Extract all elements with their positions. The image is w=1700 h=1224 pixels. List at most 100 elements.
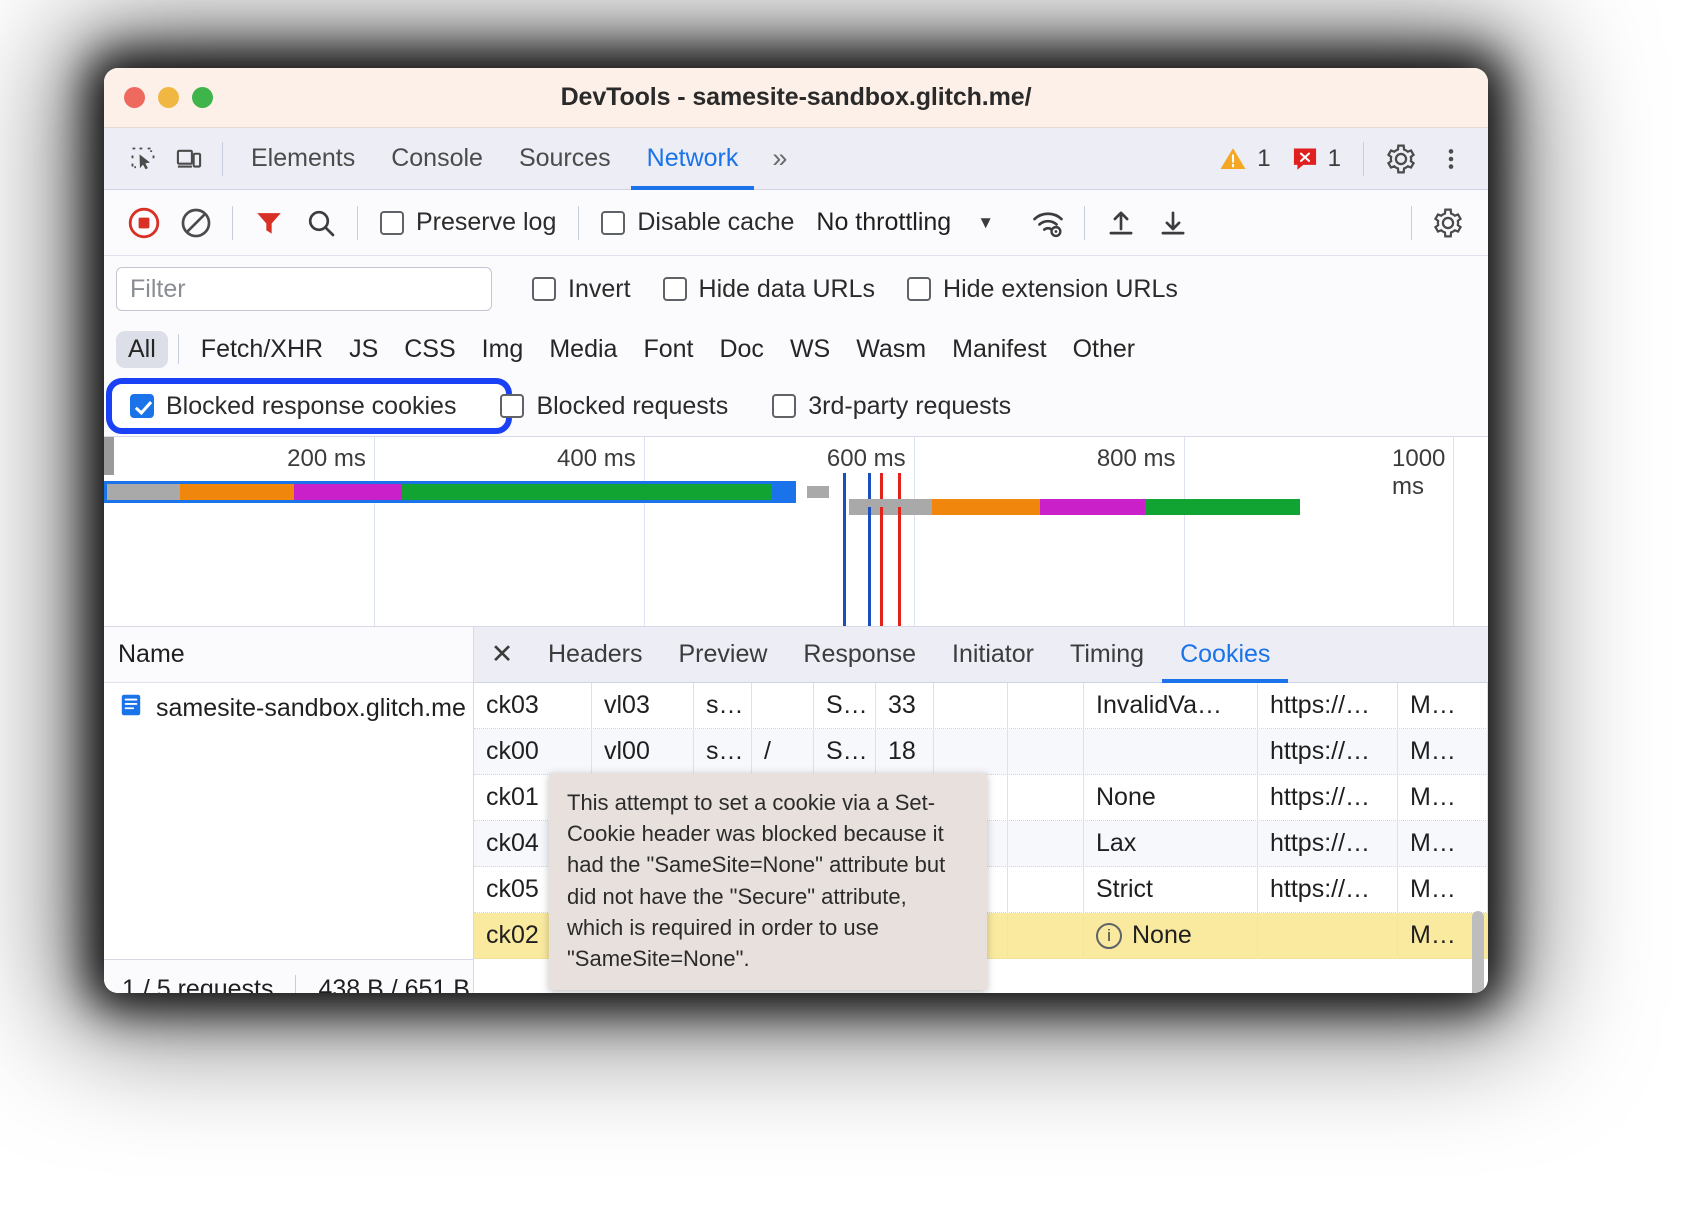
timeline-overview[interactable]: 200 ms 400 ms 600 ms 800 ms 1000 ms bbox=[104, 436, 1488, 626]
network-conditions-icon[interactable] bbox=[1022, 197, 1074, 249]
cell-name: ck04 bbox=[474, 820, 592, 867]
cell-priority: M… bbox=[1398, 820, 1488, 867]
hide-data-urls-box[interactable] bbox=[662, 277, 687, 301]
zoom-window-button[interactable] bbox=[192, 87, 213, 108]
third-party-requests-checkbox[interactable]: 3rd-party requests bbox=[760, 392, 1023, 421]
cell-priority: M… bbox=[1398, 774, 1488, 821]
overview-scrollbar[interactable] bbox=[104, 437, 114, 475]
close-window-button[interactable] bbox=[124, 87, 145, 108]
cell-samesite-value: None bbox=[1132, 921, 1192, 949]
cell-domain: s… bbox=[694, 728, 752, 775]
blocked-cookie-info-icon[interactable]: i bbox=[1096, 922, 1122, 949]
blocked-response-cookies-box[interactable] bbox=[130, 394, 154, 418]
inspect-element-icon[interactable] bbox=[120, 136, 166, 182]
type-filter-font[interactable]: Font bbox=[643, 334, 694, 363]
tab-sources[interactable]: Sources bbox=[501, 128, 629, 190]
hide-extension-urls-label: Hide extension URLs bbox=[943, 274, 1178, 303]
devtools-tab-bar: Elements Console Sources Network » 1 bbox=[104, 128, 1488, 190]
cell-httponly bbox=[934, 912, 1008, 959]
type-filter-media[interactable]: Media bbox=[549, 334, 618, 363]
type-filter-js[interactable]: JS bbox=[349, 334, 379, 363]
overview-gridlines bbox=[104, 437, 1488, 626]
more-tabs-icon[interactable]: » bbox=[772, 143, 787, 173]
cell-name: ck00 bbox=[474, 728, 592, 775]
tab-network[interactable]: Network bbox=[629, 128, 757, 190]
request-list-header[interactable]: Name bbox=[104, 627, 473, 683]
blocked-requests-label: Blocked requests bbox=[536, 391, 729, 420]
preserve-log-box[interactable] bbox=[380, 210, 404, 235]
tab-initiator[interactable]: Initiator bbox=[934, 627, 1052, 683]
tab-elements[interactable]: Elements bbox=[233, 128, 373, 190]
cookie-filter-row: Blocked response cookies Blocked request… bbox=[104, 376, 1488, 436]
preserve-log-checkbox[interactable]: Preserve log bbox=[368, 208, 568, 237]
hide-data-urls-label: Hide data URLs bbox=[698, 274, 876, 303]
tab-headers[interactable]: Headers bbox=[530, 627, 661, 683]
table-row[interactable]: ck00 vl00 s… / S… 18 https://… M… bbox=[474, 728, 1488, 775]
tab-cookies[interactable]: Cookies bbox=[1162, 627, 1289, 683]
type-filter-all[interactable]: All bbox=[116, 330, 168, 368]
hide-data-urls-checkbox[interactable]: Hide data URLs bbox=[651, 275, 887, 304]
toolbar-divider-7 bbox=[1411, 205, 1412, 240]
export-har-icon[interactable] bbox=[1147, 197, 1199, 249]
type-filter-ws[interactable]: WS bbox=[789, 334, 831, 363]
list-item[interactable]: samesite-sandbox.glitch.me bbox=[104, 683, 473, 733]
status-divider bbox=[295, 974, 297, 993]
cell-name: ck02 bbox=[474, 912, 592, 959]
overview-marker-line-2 bbox=[867, 507, 871, 626]
type-filter-other[interactable]: Other bbox=[1072, 334, 1136, 363]
blocked-response-cookies-checkbox[interactable]: Blocked response cookies bbox=[118, 392, 468, 421]
type-filter-doc[interactable]: Doc bbox=[719, 334, 764, 363]
cell-secure bbox=[1008, 683, 1084, 729]
warning-badge[interactable]: 1 bbox=[1210, 144, 1278, 174]
minimize-window-button[interactable] bbox=[158, 87, 179, 108]
invert-checkbox[interactable]: Invert bbox=[520, 275, 643, 304]
tab-timing[interactable]: Timing bbox=[1052, 627, 1162, 683]
clear-icon[interactable] bbox=[170, 197, 222, 249]
tab-response[interactable]: Response bbox=[785, 627, 934, 683]
hide-extension-urls-box[interactable] bbox=[907, 277, 932, 301]
toolbar-divider-6 bbox=[1084, 205, 1086, 240]
type-filter-manifest[interactable]: Manifest bbox=[952, 334, 1047, 363]
tab-response-label: Response bbox=[803, 640, 916, 668]
blocked-requests-box[interactable] bbox=[500, 394, 525, 418]
gear-icon[interactable] bbox=[1378, 136, 1424, 182]
disable-cache-checkbox[interactable]: Disable cache bbox=[589, 208, 806, 237]
request-name: samesite-sandbox.glitch.me bbox=[156, 693, 466, 722]
network-status-bar: 1 / 5 requests 438 B / 651 B bbox=[104, 959, 473, 993]
warning-triangle-icon bbox=[1220, 147, 1246, 169]
invert-box[interactable] bbox=[532, 277, 556, 301]
hide-extension-urls-checkbox[interactable]: Hide extension URLs bbox=[895, 275, 1190, 304]
cell-samesite-blocked[interactable]: i None bbox=[1084, 912, 1258, 959]
filter-funnel-icon[interactable] bbox=[243, 197, 295, 249]
error-count: 1 bbox=[1327, 144, 1341, 172]
cookies-table-scrollbar[interactable] bbox=[1472, 911, 1484, 993]
overview-tick-800: 800 ms bbox=[1096, 445, 1176, 472]
search-input[interactable]: Filter bbox=[116, 267, 492, 311]
device-toolbar-icon[interactable] bbox=[166, 136, 212, 182]
record-stop-icon[interactable] bbox=[118, 197, 170, 249]
overview-tick-400: 400 ms bbox=[557, 445, 636, 472]
devtools-tabbar-right: 1 1 bbox=[1210, 136, 1488, 182]
table-row[interactable]: ck03 vl03 s… S… 33 InvalidVa… https://… … bbox=[474, 683, 1488, 729]
kebab-menu-icon[interactable] bbox=[1428, 136, 1474, 182]
toolbar-divider-2 bbox=[1363, 141, 1364, 176]
error-badge[interactable]: 1 bbox=[1283, 145, 1349, 173]
type-filter-wasm[interactable]: Wasm bbox=[856, 334, 927, 363]
throttling-dropdown[interactable]: No throttling ▼ bbox=[806, 208, 1004, 237]
document-icon bbox=[118, 692, 144, 725]
type-filter-css[interactable]: CSS bbox=[404, 334, 456, 363]
disable-cache-box[interactable] bbox=[601, 210, 626, 235]
third-party-requests-box[interactable] bbox=[772, 394, 797, 418]
blocked-requests-checkbox[interactable]: Blocked requests bbox=[488, 392, 740, 421]
toolbar-divider bbox=[222, 141, 223, 176]
disable-cache-label: Disable cache bbox=[637, 208, 795, 236]
search-icon[interactable] bbox=[295, 197, 347, 249]
network-settings-gear-icon[interactable] bbox=[1422, 197, 1474, 249]
close-icon[interactable]: ✕ bbox=[490, 639, 514, 669]
tab-console[interactable]: Console bbox=[373, 128, 501, 190]
import-har-icon[interactable] bbox=[1095, 197, 1147, 249]
type-filter-img[interactable]: Img bbox=[481, 334, 524, 363]
toolbar-divider-4 bbox=[357, 205, 358, 240]
tab-preview[interactable]: Preview bbox=[661, 627, 786, 683]
type-filter-fetch-xhr[interactable]: Fetch/XHR bbox=[200, 334, 324, 363]
